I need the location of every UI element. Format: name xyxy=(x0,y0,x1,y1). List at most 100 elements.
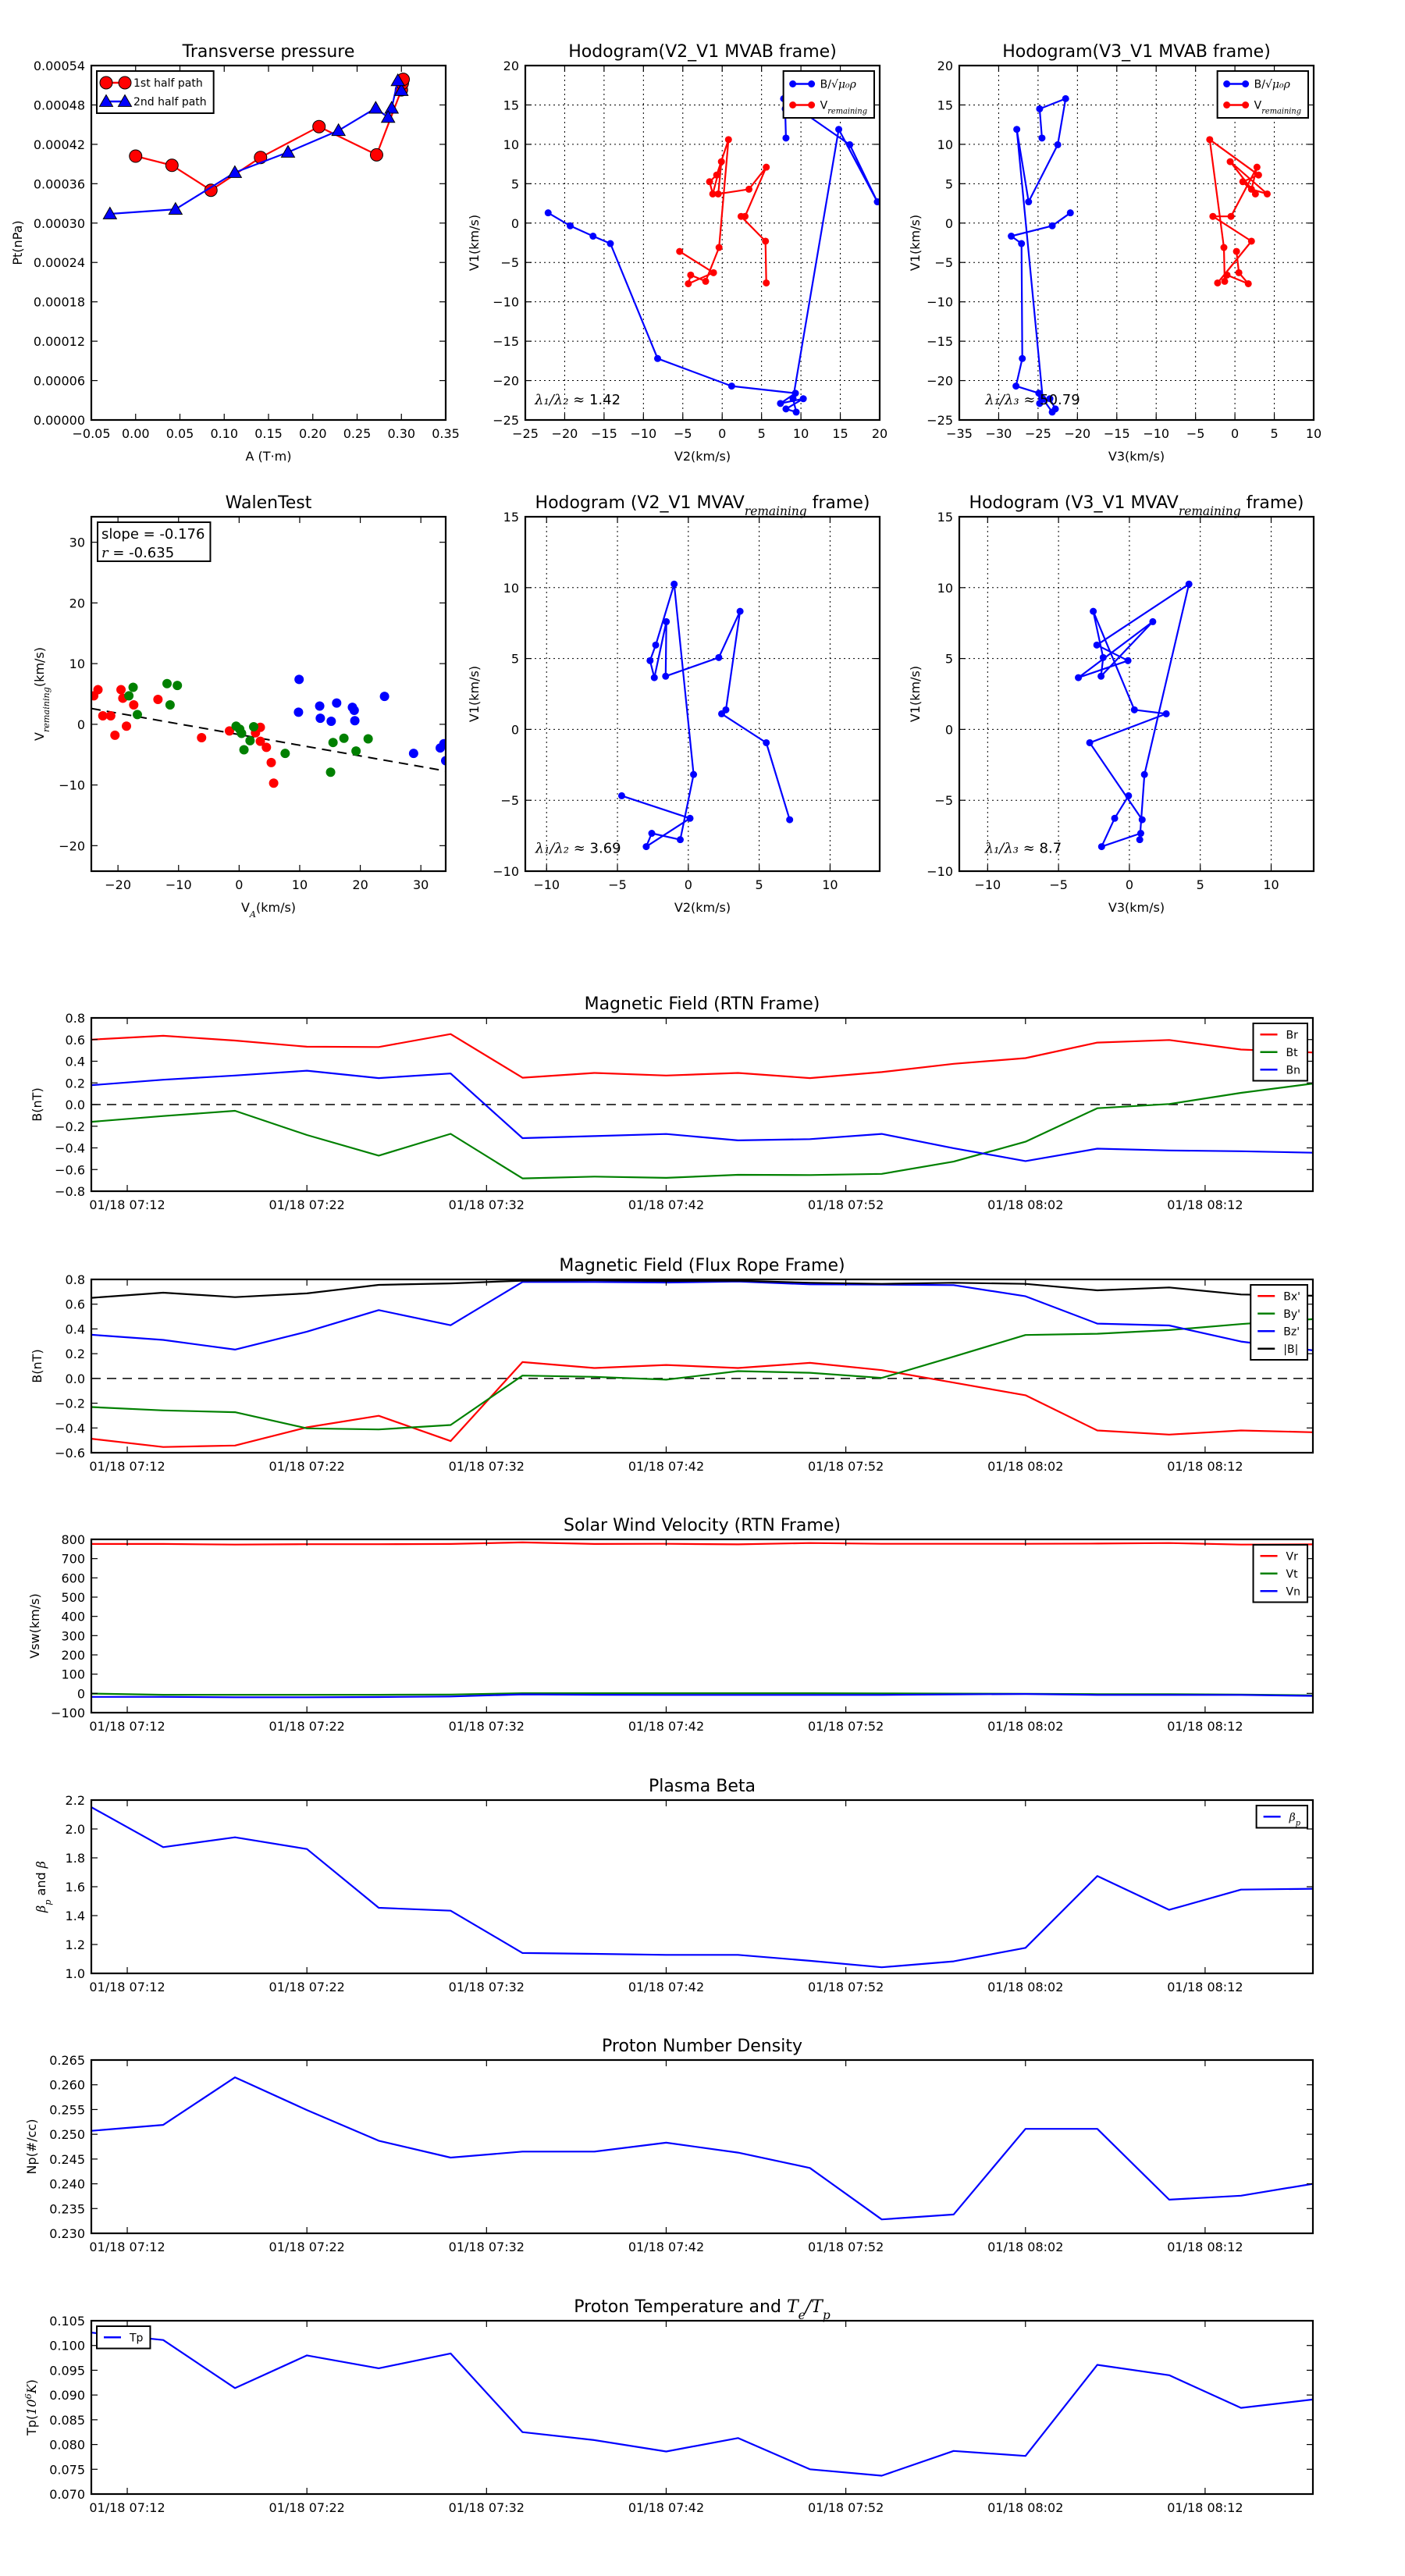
y-tick-label: 300 xyxy=(61,1628,85,1643)
series-line xyxy=(91,1806,1313,1969)
data-point xyxy=(110,730,120,740)
x-tick-label: 30 xyxy=(413,877,429,892)
y-axis-label-part: V xyxy=(32,732,47,741)
legend-label-part: Vn xyxy=(1286,1585,1300,1598)
data-point xyxy=(237,728,247,738)
data-point xyxy=(736,607,744,615)
y-axis-label-part: 6 xyxy=(23,2393,34,2399)
y-axis-label: V1(km/s) xyxy=(908,215,923,271)
y-tick-label: 0 xyxy=(945,722,953,737)
legend-box xyxy=(1250,1284,1308,1361)
y-tick-label: 20 xyxy=(937,59,953,73)
data-point xyxy=(737,212,745,220)
axis-ticks: 01/18 07:12 01/18 07:22 01/18 07:32 01/18 0… xyxy=(49,2314,1313,2515)
transverse-pressure-chart: −0.05 0.00 0.05 0.10 0.15 0.20 0.25 0.30 0.35 0.0… xyxy=(10,42,460,464)
x-axis-label-part: V3(km/s) xyxy=(1108,449,1165,464)
x-tick-label: 01/18 07:32 xyxy=(449,1459,525,1474)
legend-item: Bz' xyxy=(1257,1325,1300,1338)
y-axis-label-part: 10 xyxy=(24,2399,39,2414)
legend-item: βp xyxy=(1263,1811,1301,1827)
y-axis-label-part: β xyxy=(34,1905,48,1913)
data-point xyxy=(791,390,799,397)
x-tick-label: 0 xyxy=(718,426,726,441)
data-point xyxy=(326,716,336,726)
x-axis-label-part: V2(km/s) xyxy=(674,449,731,464)
y-tick-label: 0.4 xyxy=(66,1322,85,1336)
legend-item: |B| xyxy=(1257,1343,1298,1356)
data-point xyxy=(1185,580,1193,588)
x-tick-label: 01/18 07:12 xyxy=(89,1980,165,1994)
data-point xyxy=(1136,830,1144,838)
data-point xyxy=(102,206,118,219)
x-tick-label: 01/18 08:12 xyxy=(1167,1197,1243,1212)
y-tick-label: −0.6 xyxy=(55,1446,85,1461)
data-point xyxy=(727,382,735,390)
x-tick-label: 0.05 xyxy=(166,426,194,441)
x-tick-label: 01/18 07:22 xyxy=(269,1459,345,1474)
y-tick-label: 10 xyxy=(503,137,519,152)
data-point xyxy=(245,735,255,745)
y-tick-label: 5 xyxy=(511,652,519,667)
y-tick-label: 1.0 xyxy=(66,1966,85,1981)
data-point xyxy=(1235,269,1243,276)
y-tick-label: 0.6 xyxy=(66,1297,85,1312)
data-point xyxy=(116,685,126,695)
x-tick-label: 01/18 07:32 xyxy=(449,1980,525,1994)
data-point xyxy=(1138,816,1146,824)
axes-frame xyxy=(524,64,881,422)
legend-label-part: By' xyxy=(1283,1308,1300,1321)
x-tick-label: 01/18 08:02 xyxy=(987,1459,1063,1474)
y-tick-label: −10 xyxy=(927,295,953,310)
x-tick-label: 01/18 07:12 xyxy=(89,2500,165,2515)
data-point xyxy=(98,710,108,720)
data-point xyxy=(1086,738,1094,746)
legend-label-part: Vt xyxy=(1286,1568,1299,1581)
series-line xyxy=(91,1279,1313,1299)
plot-content xyxy=(91,1806,1313,1969)
y-tick-label: 0 xyxy=(511,216,519,231)
legend-label-part: √μ₀ρ xyxy=(1265,79,1291,91)
y-tick-label: 0 xyxy=(511,722,519,737)
x-tick-label: 01/18 07:32 xyxy=(449,1719,525,1734)
y-tick-label: 5 xyxy=(945,652,953,667)
series xyxy=(91,2076,1313,2221)
data-point xyxy=(1244,279,1252,287)
x-axis-label: VA(km/s) xyxy=(241,900,296,920)
y-tick-label: 0 xyxy=(77,1686,85,1701)
data-point xyxy=(1066,209,1074,217)
y-tick-label: 0.090 xyxy=(49,2388,85,2403)
ratio-annotation-part: 3.69 xyxy=(585,840,621,856)
data-point xyxy=(685,279,692,287)
series xyxy=(1206,136,1271,287)
y-tick-label: −5 xyxy=(500,793,519,808)
x-tick-label: 10 xyxy=(1306,426,1321,441)
y-tick-label: −20 xyxy=(59,838,85,853)
data-point xyxy=(1251,190,1259,197)
data-point xyxy=(328,738,338,748)
y-tick-label: −20 xyxy=(493,374,519,389)
legend-item: B/√μ₀ρ xyxy=(1223,79,1291,91)
data-point xyxy=(676,247,684,255)
data-point xyxy=(294,674,304,685)
axes-frame xyxy=(90,2319,1314,2496)
series xyxy=(91,685,279,788)
legend-label-part: β xyxy=(1289,1811,1296,1823)
data-point xyxy=(1046,395,1054,403)
data-point xyxy=(709,190,717,197)
stats-line-part: r xyxy=(101,545,109,561)
y-tick-label: 1.6 xyxy=(66,1880,85,1895)
x-tick-label: 01/18 07:42 xyxy=(628,2240,704,2254)
series xyxy=(1075,580,1193,851)
legend: Bx' By' Bz' |B| xyxy=(1250,1284,1308,1361)
y-tick-label: 2.2 xyxy=(66,1793,85,1808)
data-point xyxy=(670,580,678,588)
chart-title-part: Proton Temperature and xyxy=(574,2297,787,2317)
x-tick-label: −20 xyxy=(1064,426,1090,441)
y-tick-label: 0.6 xyxy=(66,1033,85,1048)
data-point xyxy=(782,134,790,142)
series-line xyxy=(91,1033,1313,1080)
legend: Br Bt Bn xyxy=(1252,1023,1308,1082)
solar-wind-velocity-chart: 01/18 07:12 01/18 07:22 01/18 07:32 01/18 0… xyxy=(27,1516,1314,1734)
x-tick-label: −20 xyxy=(552,426,578,441)
